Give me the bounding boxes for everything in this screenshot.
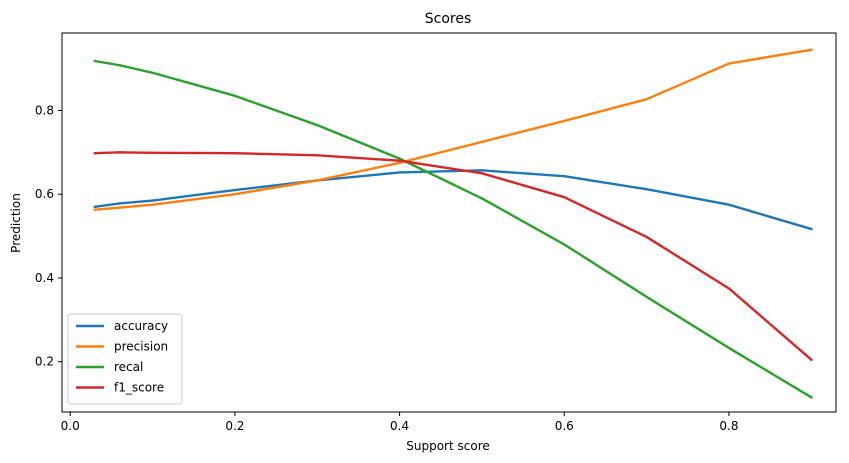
x-tick-label: 0.8: [719, 419, 738, 433]
data-point-accuracy-6: [480, 169, 484, 172]
data-point-accuracy-3: [233, 188, 237, 192]
data-point-f1_score-7: [563, 195, 566, 199]
data-point-recal-4: [316, 123, 319, 127]
y-tick-label: 0.8: [35, 103, 54, 117]
data-point-recal-0: [93, 59, 97, 63]
data-point-f1_score-1: [118, 151, 121, 154]
x-tick-label: 0.0: [61, 419, 80, 433]
data-point-precision-6: [480, 140, 484, 144]
data-point-accuracy-1: [118, 202, 121, 205]
chart-title: Scores: [425, 11, 472, 27]
data-point-recal-1: [118, 64, 121, 67]
y-tick-label: 0.2: [35, 355, 54, 369]
x-tick-label: 0.6: [555, 419, 574, 433]
data-point-f1_score-4: [316, 154, 319, 157]
plot-area: [93, 48, 813, 399]
data-point-f1_score-2: [151, 151, 154, 154]
data-point-precision-2: [151, 203, 154, 206]
data-point-recal-5: [398, 157, 401, 160]
x-tick-label: 0.4: [390, 419, 409, 433]
data-point-f1_score-0: [93, 151, 97, 155]
x-axis-label: Support score: [406, 439, 490, 453]
data-point-accuracy-2: [151, 199, 154, 202]
data-point-accuracy-8: [645, 188, 648, 191]
data-point-precision-4: [316, 179, 319, 182]
data-point-precision-5: [398, 161, 401, 165]
legend-box: [67, 313, 183, 405]
data-point-accuracy-9: [727, 203, 731, 206]
data-point-precision-0: [93, 208, 97, 211]
data-point-recal-8: [645, 295, 648, 299]
legend-label-accuracy: accuracy: [114, 319, 168, 333]
data-point-f1_score-9: [727, 287, 731, 290]
legend-label-recal: recal: [114, 360, 143, 374]
data-point-accuracy-0: [93, 205, 97, 208]
data-point-precision-9: [727, 62, 731, 65]
data-point-f1_score-8: [645, 235, 648, 239]
data-point-precision-3: [233, 193, 237, 196]
data-point-accuracy-10: [810, 227, 813, 231]
legend-label-f1_score: f1_score: [114, 381, 164, 395]
data-point-f1_score-5: [398, 159, 401, 162]
data-point-precision-1: [118, 206, 121, 209]
legend-label-precision: precision: [114, 340, 168, 354]
data-point-f1_score-3: [233, 151, 237, 155]
data-point-recal-7: [563, 243, 566, 246]
data-point-recal-3: [233, 94, 237, 98]
data-point-recal-6: [480, 197, 484, 200]
data-point-accuracy-5: [398, 171, 401, 174]
y-tick-label: 0.4: [35, 271, 54, 285]
data-point-recal-2: [151, 71, 154, 74]
y-tick-label: 0.6: [35, 187, 54, 201]
data-point-precision-7: [563, 119, 566, 123]
legend: accuracy precision recal f1_score: [67, 313, 183, 405]
data-point-precision-10: [810, 48, 813, 51]
data-point-recal-10: [810, 396, 813, 399]
data-point-accuracy-7: [563, 175, 566, 178]
data-point-precision-8: [645, 97, 648, 101]
data-point-f1_score-6: [480, 172, 484, 175]
axes-frame: [61, 32, 837, 413]
x-tick-label: 0.2: [225, 419, 244, 433]
axes: 0.0 0.2 0.4 0.6 0.8 0.2 0.4 0.6 0.8: [35, 32, 837, 433]
data-point-recal-9: [727, 346, 731, 350]
data-point-f1_score-10: [810, 358, 813, 361]
y-axis-label: Prediction: [9, 193, 23, 253]
